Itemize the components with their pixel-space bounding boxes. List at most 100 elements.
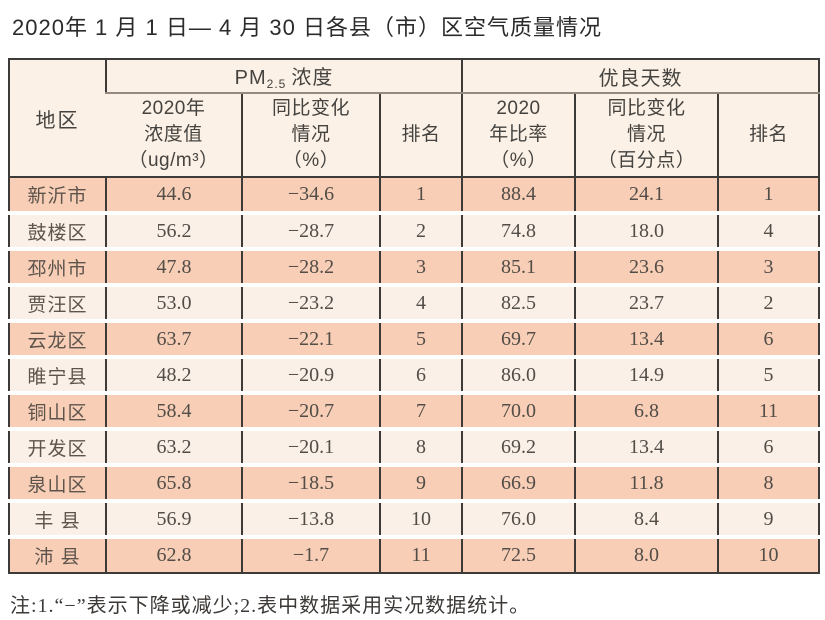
table-row: 开发区 63.2 −20.1 8 69.2 13.4 6 — [9, 429, 820, 467]
pm-value-cell: 48.2 — [105, 357, 242, 395]
pm-change-cell: −20.9 — [241, 357, 380, 395]
pm-change-cell: −23.2 — [241, 285, 380, 323]
region-cell: 开发区 — [9, 429, 106, 467]
header-region: 地区 — [9, 59, 106, 178]
pm-rank-cell: 10 — [379, 501, 462, 539]
table-row: 睢宁县 48.2 −20.9 6 86.0 14.9 5 — [9, 357, 820, 395]
header-days-group: 优良天数 — [460, 59, 820, 94]
air-quality-table: 地区 PM2.5 浓度 优良天数 2020年 浓度值 （ug/m³） 同比变化 情… — [8, 58, 821, 574]
days-rank-cell: 8 — [716, 465, 820, 503]
pm-change-cell: −28.7 — [241, 213, 380, 251]
days-rank-cell: 11 — [716, 393, 820, 431]
days-rank-cell: 4 — [716, 213, 820, 251]
days-rank-cell: 10 — [716, 537, 820, 573]
table-row: 鼓楼区 56.2 −28.7 2 74.8 18.0 4 — [9, 213, 820, 251]
days-change-cell: 8.0 — [574, 537, 718, 573]
pm-change-cell: −1.7 — [241, 537, 380, 573]
days-change-cell: 18.0 — [574, 213, 718, 251]
header-pm-value: 2020年 浓度值 （ug/m³） — [106, 93, 242, 178]
region-cell: 泉山区 — [9, 465, 106, 503]
days-rank-cell: 3 — [716, 249, 820, 287]
pm-rank-cell: 2 — [379, 213, 462, 251]
pm-rank-cell: 4 — [379, 285, 462, 323]
days-rate-cell: 74.8 — [461, 213, 575, 251]
pm-rank-cell: 5 — [379, 321, 462, 359]
days-change-cell: 24.1 — [574, 177, 718, 215]
days-rate-cell: 76.0 — [461, 501, 575, 539]
pm-rank-cell: 1 — [379, 177, 462, 215]
pm-value-cell: 63.2 — [105, 429, 242, 467]
pm-change-cell: −13.8 — [241, 501, 380, 539]
header-pm-rank: 排名 — [379, 93, 462, 178]
days-rank-cell: 9 — [716, 501, 820, 539]
table-row: 铜山区 58.4 −20.7 7 70.0 6.8 11 — [9, 393, 820, 431]
region-cell: 沛 县 — [9, 537, 106, 573]
header-sub-row: 2020年 浓度值 （ug/m³） 同比变化 情况 （%） 排名 2020 年比… — [9, 93, 820, 178]
table-row: 贾汪区 53.0 −23.2 4 82.5 23.7 2 — [9, 285, 820, 323]
pm-change-cell: −18.5 — [241, 465, 380, 503]
table-body: 新沂市 44.6 −34.6 1 88.4 24.1 1 鼓楼区 56.2 −2… — [9, 177, 820, 573]
region-cell: 丰 县 — [9, 501, 106, 539]
days-change-cell: 14.9 — [574, 357, 718, 395]
pm-value-cell: 56.9 — [105, 501, 242, 539]
pm-rank-cell: 9 — [379, 465, 462, 503]
days-change-cell: 23.7 — [574, 285, 718, 323]
pm25-base: PM — [234, 67, 267, 89]
region-cell: 铜山区 — [9, 393, 106, 431]
pm25-subscript: 2.5 — [266, 77, 287, 91]
header-days-rate: 2020 年比率 （%） — [461, 93, 575, 178]
pm-change-cell: −22.1 — [241, 321, 380, 359]
days-rate-cell: 69.2 — [461, 429, 575, 467]
days-rate-cell: 70.0 — [461, 393, 575, 431]
header-days-change: 同比变化 情况 （百分点） — [574, 93, 718, 178]
header-pm25-group: PM2.5 浓度 — [105, 59, 462, 94]
days-rate-cell: 69.7 — [461, 321, 575, 359]
pm-value-cell: 63.7 — [105, 321, 242, 359]
pm-value-cell: 44.6 — [105, 177, 242, 215]
pm25-label: 浓度 — [291, 67, 334, 89]
region-cell: 云龙区 — [9, 321, 106, 359]
header-pm-change: 同比变化 情况 （%） — [241, 93, 380, 178]
days-rate-cell: 72.5 — [461, 537, 575, 573]
region-cell: 新沂市 — [9, 177, 106, 215]
pm-change-cell: −20.1 — [241, 429, 380, 467]
pm-value-cell: 47.8 — [105, 249, 242, 287]
days-rate-cell: 66.9 — [461, 465, 575, 503]
header-days-rank: 排名 — [716, 93, 820, 178]
footnote: 注:1.“−”表示下降或减少;2.表中数据采用实况数据统计。 — [10, 595, 531, 617]
table-row: 邳州市 47.8 −28.2 3 85.1 23.6 3 — [9, 249, 820, 287]
days-rank-cell: 6 — [716, 321, 820, 359]
pm-rank-cell: 6 — [379, 357, 462, 395]
days-change-cell: 13.4 — [574, 429, 718, 467]
days-rank-cell: 2 — [716, 285, 820, 323]
days-rate-cell: 88.4 — [461, 177, 575, 215]
pm-value-cell: 58.4 — [105, 393, 242, 431]
table-row: 云龙区 63.7 −22.1 5 69.7 13.4 6 — [9, 321, 820, 359]
table-row: 泉山区 65.8 −18.5 9 66.9 11.8 8 — [9, 465, 820, 503]
table-row: 丰 县 56.9 −13.8 10 76.0 8.4 9 — [9, 501, 820, 539]
pm-rank-cell: 8 — [379, 429, 462, 467]
page-title: 2020年 1 月 1 日— 4 月 30 日各县（市）区空气质量情况 — [12, 15, 603, 40]
region-cell: 邳州市 — [9, 249, 106, 287]
region-cell: 睢宁县 — [9, 357, 106, 395]
pm-value-cell: 53.0 — [105, 285, 242, 323]
days-rank-cell: 5 — [716, 357, 820, 395]
pm-value-cell: 56.2 — [105, 213, 242, 251]
header-group-row: 地区 PM2.5 浓度 优良天数 — [9, 59, 820, 178]
days-change-cell: 13.4 — [574, 321, 718, 359]
table-row: 沛 县 62.8 −1.7 11 72.5 8.0 10 — [9, 537, 820, 573]
days-change-cell: 11.8 — [574, 465, 718, 503]
pm-value-cell: 65.8 — [105, 465, 242, 503]
pm-change-cell: −28.2 — [241, 249, 380, 287]
region-cell: 贾汪区 — [9, 285, 106, 323]
days-rate-cell: 85.1 — [461, 249, 575, 287]
pm-change-cell: −20.7 — [241, 393, 380, 431]
days-rate-cell: 82.5 — [461, 285, 575, 323]
days-change-cell: 6.8 — [574, 393, 718, 431]
region-cell: 鼓楼区 — [9, 213, 106, 251]
table-header: 地区 PM2.5 浓度 优良天数 2020年 浓度值 （ug/m³） 同比变化 情… — [9, 59, 820, 178]
days-rank-cell: 6 — [716, 429, 820, 467]
days-rank-cell: 1 — [716, 177, 820, 215]
pm-change-cell: −34.6 — [241, 177, 380, 215]
